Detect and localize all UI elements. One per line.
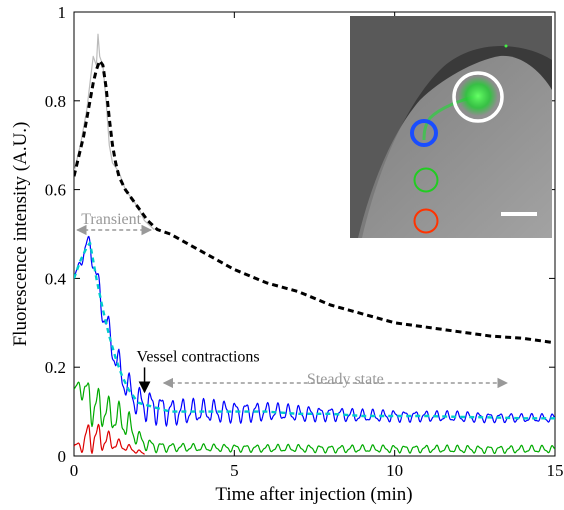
steady-state-label: Steady state [307,371,384,388]
x-tick-label: 5 [230,461,239,480]
y-tick-label: 0.8 [45,92,66,111]
series-line-3 [74,241,555,420]
x-tick-label: 10 [386,461,403,480]
inset-white-circle [452,71,504,123]
x-axis-title: Time after injection (min) [215,484,412,505]
series-line-2 [74,235,555,427]
inset-tissue-edge [350,16,552,238]
series-line-1 [74,59,555,345]
transient-label: Transient [81,211,141,228]
inset-green-circle [413,167,439,193]
y-tick-label: 0.2 [45,358,66,377]
inset-scale-bar [501,212,537,216]
annotation-layer: Transient Steady state Vessel contractio… [76,211,508,394]
x-tick-label: 15 [547,461,564,480]
inset-red-circle [413,208,439,234]
series-line-4 [74,381,555,455]
inset-hotspot [458,76,498,116]
y-tick-label: 0.6 [45,181,66,200]
y-axis-title: Fluorescence intensity (A.U.) [10,122,31,347]
series-layer [74,33,555,455]
x-tick-label: 0 [70,461,79,480]
inset-dot [504,44,508,48]
axis-ticks: 0 5 10 15 0 0.2 0.4 0.6 0.8 1 [45,3,564,480]
series-line-5 [74,423,145,455]
y-tick-label: 1 [58,3,67,22]
y-tick-label: 0.4 [45,269,67,288]
vessel-contractions-label: Vessel contractions [137,348,260,365]
inset-blue-circle [410,119,438,147]
inset-image [350,16,552,238]
y-tick-label: 0 [58,447,67,466]
inset-tissue [358,55,552,238]
